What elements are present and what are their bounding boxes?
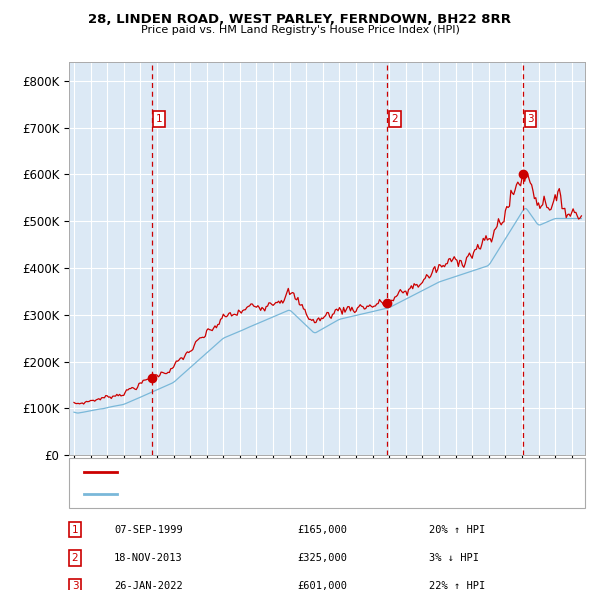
Text: 18-NOV-2013: 18-NOV-2013 [114,553,183,563]
Text: 20% ↑ HPI: 20% ↑ HPI [429,525,485,535]
Text: £325,000: £325,000 [297,553,347,563]
Text: 22% ↑ HPI: 22% ↑ HPI [429,581,485,590]
Text: 2: 2 [71,553,79,563]
Text: 2: 2 [391,114,398,124]
Text: 26-JAN-2022: 26-JAN-2022 [114,581,183,590]
Text: 07-SEP-1999: 07-SEP-1999 [114,525,183,535]
Text: £165,000: £165,000 [297,525,347,535]
Text: £601,000: £601,000 [297,581,347,590]
Text: 3% ↓ HPI: 3% ↓ HPI [429,553,479,563]
Text: 1: 1 [156,114,163,124]
Text: 3: 3 [71,581,79,590]
Text: 28, LINDEN ROAD, WEST PARLEY, FERNDOWN, BH22 8RR: 28, LINDEN ROAD, WEST PARLEY, FERNDOWN, … [89,13,511,26]
Text: Price paid vs. HM Land Registry's House Price Index (HPI): Price paid vs. HM Land Registry's House … [140,25,460,35]
Text: 1: 1 [71,525,79,535]
Text: 3: 3 [527,114,534,124]
Text: 28, LINDEN ROAD, WEST PARLEY, FERNDOWN, BH22 8RR (detached house): 28, LINDEN ROAD, WEST PARLEY, FERNDOWN, … [123,467,499,477]
Text: HPI: Average price, detached house, Dorset: HPI: Average price, detached house, Dors… [123,489,341,499]
